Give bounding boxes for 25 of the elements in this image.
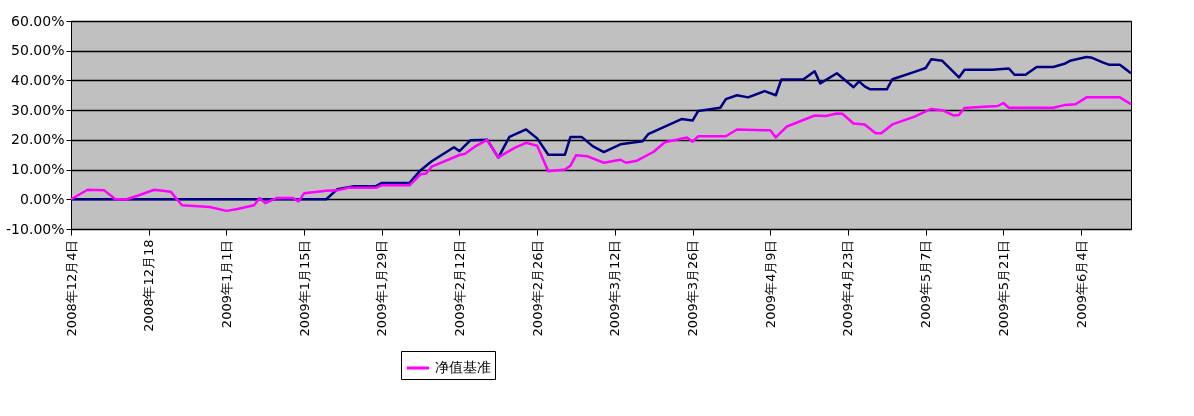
- x-tick-label: 2009年1月1日: [218, 239, 234, 329]
- y-tick-label: 40.00%: [11, 71, 65, 88]
- x-tick-label: 2009年3月26日: [685, 239, 701, 337]
- y-tick-label: 0.00%: [20, 190, 65, 207]
- x-tick-label: 2009年2月26日: [529, 239, 545, 337]
- x-tick-label: 2008年12月4日: [63, 239, 79, 337]
- x-tick-label: 2008年12月18: [141, 239, 157, 332]
- x-tick-label: 2009年4月9日: [762, 239, 778, 329]
- y-tick-label: 20.00%: [11, 131, 65, 148]
- y-tick-label: -10.00%: [6, 220, 65, 237]
- x-tick-label: 2009年5月21日: [995, 239, 1011, 337]
- x-tick-label: 2009年5月7日: [918, 239, 934, 329]
- x-tick-label: 2009年2月12日: [451, 239, 467, 337]
- x-tick-label: 2009年6月4日: [1073, 239, 1089, 329]
- x-tick-label: 2009年4月23日: [840, 239, 856, 337]
- y-tick-label: 10.00%: [11, 161, 65, 178]
- y-tick-label: 30.00%: [11, 101, 65, 118]
- x-tick-label: 2009年1月15日: [296, 239, 312, 337]
- line-series: [69, 96, 1133, 213]
- line-series: [69, 55, 1133, 201]
- y-tick-label: 50.00%: [11, 42, 65, 59]
- x-tick-label: 2009年1月29日: [374, 239, 390, 337]
- x-tick-label: 2009年3月12日: [607, 239, 623, 337]
- y-tick-label: 60.00%: [11, 12, 65, 29]
- legend-label: 净值基准: [435, 359, 491, 375]
